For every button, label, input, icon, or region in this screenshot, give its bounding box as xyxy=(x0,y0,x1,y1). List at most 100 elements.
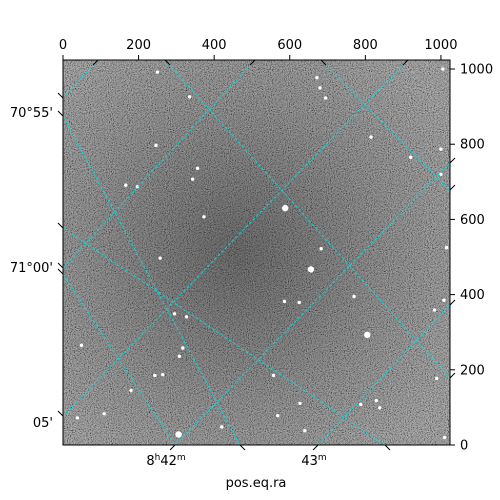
right-tick-label-4: 800 xyxy=(460,138,485,153)
dec-tick-label-1: 71°00' xyxy=(10,261,53,276)
grid-line-2 xyxy=(63,60,99,99)
frame-tick-9 xyxy=(57,268,64,275)
frame-tick-3 xyxy=(320,59,327,66)
star-12 xyxy=(439,172,443,176)
right-tick-label-3: 600 xyxy=(460,213,485,228)
star-34 xyxy=(298,401,302,405)
frame-tick-13 xyxy=(449,299,456,306)
bright-star-1 xyxy=(307,266,315,273)
star-46 xyxy=(129,388,133,393)
frame-tick-14 xyxy=(449,372,456,379)
grid-line-0 xyxy=(63,115,241,445)
star-32 xyxy=(435,376,439,381)
dec-tick-label-2: 05' xyxy=(33,416,53,431)
frame-tick-12 xyxy=(449,184,456,191)
image-area xyxy=(63,60,450,445)
star-14 xyxy=(124,183,128,187)
grid-line-7 xyxy=(317,304,450,445)
star-9 xyxy=(439,147,443,151)
star-1 xyxy=(187,95,192,99)
star-4 xyxy=(323,96,328,100)
top-tick-label-4: 800 xyxy=(353,38,378,53)
star-21 xyxy=(282,299,287,304)
right-tick-label-5: 1000 xyxy=(460,63,493,78)
top-pixel-axis: 0 200 400 600 800 1000 xyxy=(59,38,457,60)
star-17 xyxy=(444,245,449,250)
star-43 xyxy=(432,308,437,312)
image-vignette xyxy=(63,60,450,445)
left-dec-axis: 70°55' 71°00' 05' xyxy=(10,106,53,431)
bottom-ra-axis: 8h42m 43m xyxy=(146,453,326,469)
top-tick-label-3: 600 xyxy=(277,38,302,53)
star-40 xyxy=(443,435,447,440)
frame-world-ticks xyxy=(57,59,456,451)
bright-star-3 xyxy=(175,431,182,438)
star-27 xyxy=(181,346,185,350)
frame-tick-15 xyxy=(169,444,176,451)
grid-line-8 xyxy=(174,162,450,445)
top-tick-label-5: 1000 xyxy=(424,38,457,53)
star-35 xyxy=(359,402,363,407)
dec-tick-label-0: 70°55' xyxy=(10,106,53,121)
bright-star-2 xyxy=(364,331,371,339)
grid-line-3 xyxy=(164,60,450,379)
star-33 xyxy=(75,416,80,420)
frame-tick-0 xyxy=(92,59,99,66)
star-38 xyxy=(220,425,224,429)
star-42 xyxy=(352,294,356,299)
star-10 xyxy=(408,155,413,160)
coordinate-grid xyxy=(63,60,450,445)
star-0 xyxy=(155,70,160,74)
frame-tick-17 xyxy=(312,444,319,451)
grid-line-5 xyxy=(63,60,409,417)
frame-tick-10 xyxy=(57,410,64,417)
star-8 xyxy=(190,177,195,181)
star-31 xyxy=(271,373,276,378)
grid-line-1 xyxy=(63,273,176,445)
star-28 xyxy=(177,354,182,358)
star-39 xyxy=(303,429,307,433)
star-3 xyxy=(318,86,322,90)
frame-tick-5 xyxy=(57,92,64,99)
top-tick-label-0: 0 xyxy=(59,38,67,53)
frame-tick-6 xyxy=(57,110,64,117)
frame-tick-2 xyxy=(249,59,256,66)
frame-tick-4 xyxy=(402,59,409,66)
star-44 xyxy=(442,298,446,302)
right-pixel-axis: 0 200 400 600 800 1000 xyxy=(450,63,493,454)
star-26 xyxy=(79,343,84,348)
frame-tick-18 xyxy=(384,444,391,451)
ra-tick-label-0: 8h42m xyxy=(146,453,185,469)
star-36 xyxy=(374,398,379,403)
top-tick-label-2: 400 xyxy=(202,38,227,53)
star-30 xyxy=(153,373,157,378)
x-axis-title: pos.eq.ra xyxy=(226,476,287,491)
right-tick-label-2: 400 xyxy=(460,288,485,303)
ra-tick-label-1: 43m xyxy=(301,453,326,469)
star-24 xyxy=(172,312,177,316)
star-23 xyxy=(184,315,189,319)
star-29 xyxy=(161,372,165,377)
frame-tick-11 xyxy=(449,157,456,164)
star-6 xyxy=(154,143,158,148)
frame-tick-16 xyxy=(239,444,246,451)
frame-tick-7 xyxy=(57,222,64,229)
grid-line-6 xyxy=(320,60,450,191)
frame-tick-1 xyxy=(164,59,171,66)
right-tick-label-0: 0 xyxy=(460,439,468,454)
star-16 xyxy=(202,215,206,219)
star-37 xyxy=(378,406,382,410)
top-tick-label-1: 200 xyxy=(126,38,151,53)
star-18 xyxy=(319,247,323,251)
star-19 xyxy=(158,256,162,260)
star-41 xyxy=(275,413,280,418)
grid-line-4 xyxy=(63,60,256,269)
star-5 xyxy=(441,67,445,71)
star-45 xyxy=(102,412,106,416)
stars-layer xyxy=(75,67,449,440)
bright-star-0 xyxy=(282,204,289,212)
star-2 xyxy=(315,75,319,80)
right-tick-label-1: 200 xyxy=(460,363,485,378)
star-22 xyxy=(297,300,301,305)
